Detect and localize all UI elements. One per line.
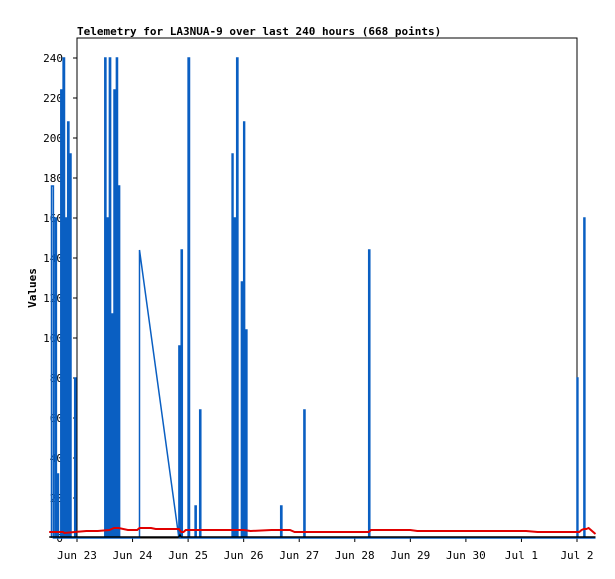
x-tick-label: Jul 2 [560,549,593,562]
x-axis-ticks: Jun 23 Jun 24 Jun 25 Jun 26 Jun 27 Jun 28 Jun … [57,538,594,562]
y-tick-label: 200 [43,132,63,145]
chart-title: Telemetry for LA3NUA-9 over last 240 hou… [77,25,441,38]
x-tick-label: Jun 27 [279,549,319,562]
x-tick-label: Jun 30 [446,549,486,562]
x-tick-label: Jun 24 [113,549,153,562]
x-tick-label: Jun 28 [335,549,375,562]
x-tick-label: Jun 25 [168,549,208,562]
series-line [49,526,597,535]
x-tick-label: Jul 1 [505,549,538,562]
x-tick-label: Jun 23 [57,549,97,562]
y-tick-label: 240 [43,52,63,65]
plot-frame [76,37,578,539]
x-tick-label: Jun 26 [224,549,264,562]
y-axis-label: Values [26,268,39,308]
series-layer [49,57,597,539]
series-line [50,57,596,539]
y-tick-label: 180 [43,172,63,185]
y-tick-label: 220 [43,92,63,105]
x-tick-label: Jun 29 [390,549,430,562]
series-line [49,533,596,538]
